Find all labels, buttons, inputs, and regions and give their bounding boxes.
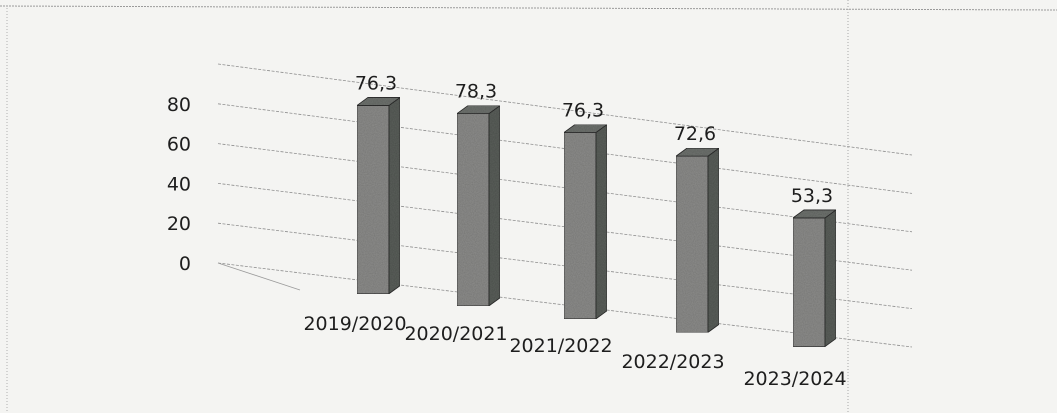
scan-border-top: [0, 5, 1057, 11]
y-axis-ticks: 0 20 40 60 80: [167, 94, 191, 275]
gridline: [217, 103, 913, 194]
value-label: 76,3: [562, 100, 604, 122]
y-tick-label: 0: [179, 253, 191, 275]
bar: [674, 147, 721, 334]
bar: [562, 123, 609, 320]
bar: [355, 96, 402, 295]
bar: [791, 209, 838, 348]
floor-edge: [217, 262, 301, 291]
category-label: 2022/2023: [621, 351, 724, 373]
value-labels: 76,3 78,3 76,3 72,6 53,3: [355, 72, 833, 206]
value-label: 76,3: [355, 72, 397, 94]
category-label: 2020/2021: [404, 323, 507, 345]
y-tick-label: 40: [167, 173, 191, 195]
bars: [355, 96, 838, 348]
category-label: 2019/2020: [303, 313, 406, 335]
value-label: 53,3: [791, 185, 833, 207]
category-label: 2023/2024: [743, 368, 846, 390]
y-tick-label: 80: [167, 94, 191, 116]
y-tick-label: 20: [167, 213, 191, 235]
category-label: 2021/2022: [509, 335, 612, 357]
y-tick-label: 60: [167, 134, 191, 156]
gridline: [217, 63, 913, 156]
bar: [455, 104, 502, 307]
value-label: 78,3: [455, 81, 497, 103]
value-label: 72,6: [674, 123, 716, 145]
